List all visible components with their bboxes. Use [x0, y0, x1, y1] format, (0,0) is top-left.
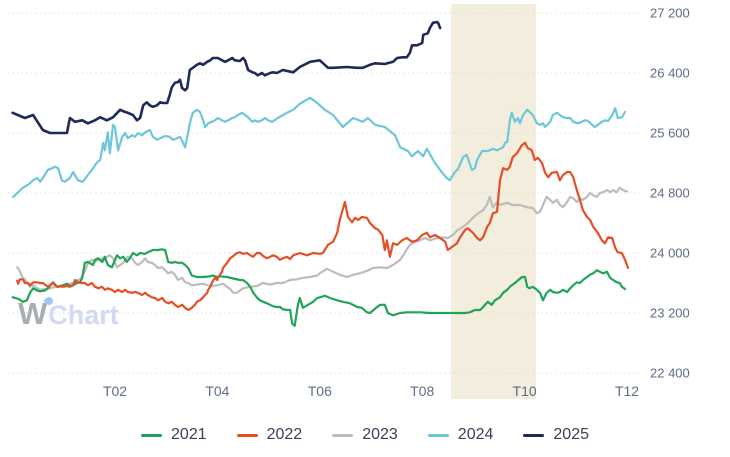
legend-swatch-icon: [332, 433, 354, 437]
legend-item-2021[interactable]: 2021: [141, 426, 207, 444]
legend-item-2025[interactable]: 2025: [523, 426, 589, 444]
legend-label: 2022: [266, 426, 303, 443]
legend-swatch-icon: [427, 433, 449, 437]
x-axis-label: T10: [513, 383, 537, 399]
chart-legend: 2021 2022 2023 2024 2025: [0, 426, 730, 444]
legend-label: 2025: [553, 426, 589, 443]
x-axis-label: T02: [103, 383, 127, 399]
legend-swatch-icon: [141, 433, 163, 437]
series-line-2024[interactable]: [12, 96, 627, 198]
y-axis-label: 26 400: [650, 66, 690, 81]
wichart-logo-text: Chart: [48, 300, 119, 330]
legend-item-2023[interactable]: 2023: [332, 426, 398, 444]
legend-swatch-icon: [236, 433, 258, 437]
legend-swatch-icon: [523, 433, 545, 437]
y-axis-label: 24 800: [650, 186, 690, 201]
legend-item-2024[interactable]: 2024: [427, 426, 494, 444]
y-axis-label: 23 200: [650, 306, 690, 321]
x-axis-label: T06: [308, 383, 332, 399]
series-line-2021[interactable]: [11, 248, 627, 327]
legend-item-2022[interactable]: 2022: [236, 426, 303, 444]
series-line-2025[interactable]: [11, 20, 442, 135]
x-axis-label: T12: [615, 383, 639, 399]
y-axis-label: 27 200: [650, 6, 690, 21]
wichart-logo-w: W: [18, 296, 47, 331]
y-axis-label: 25 600: [650, 126, 690, 141]
legend-label: 2023: [362, 426, 398, 443]
y-axis-label: 22 400: [650, 366, 690, 381]
y-axis-label: 24 000: [650, 246, 690, 261]
series-line-2022[interactable]: [16, 141, 630, 312]
legend-label: 2021: [171, 426, 207, 443]
highlight-band: [450, 4, 536, 399]
x-axis-label: T08: [410, 383, 434, 399]
x-axis-label: T04: [205, 383, 229, 399]
legend-label: 2024: [457, 426, 494, 443]
wichart-watermark: W Chart: [18, 295, 119, 336]
